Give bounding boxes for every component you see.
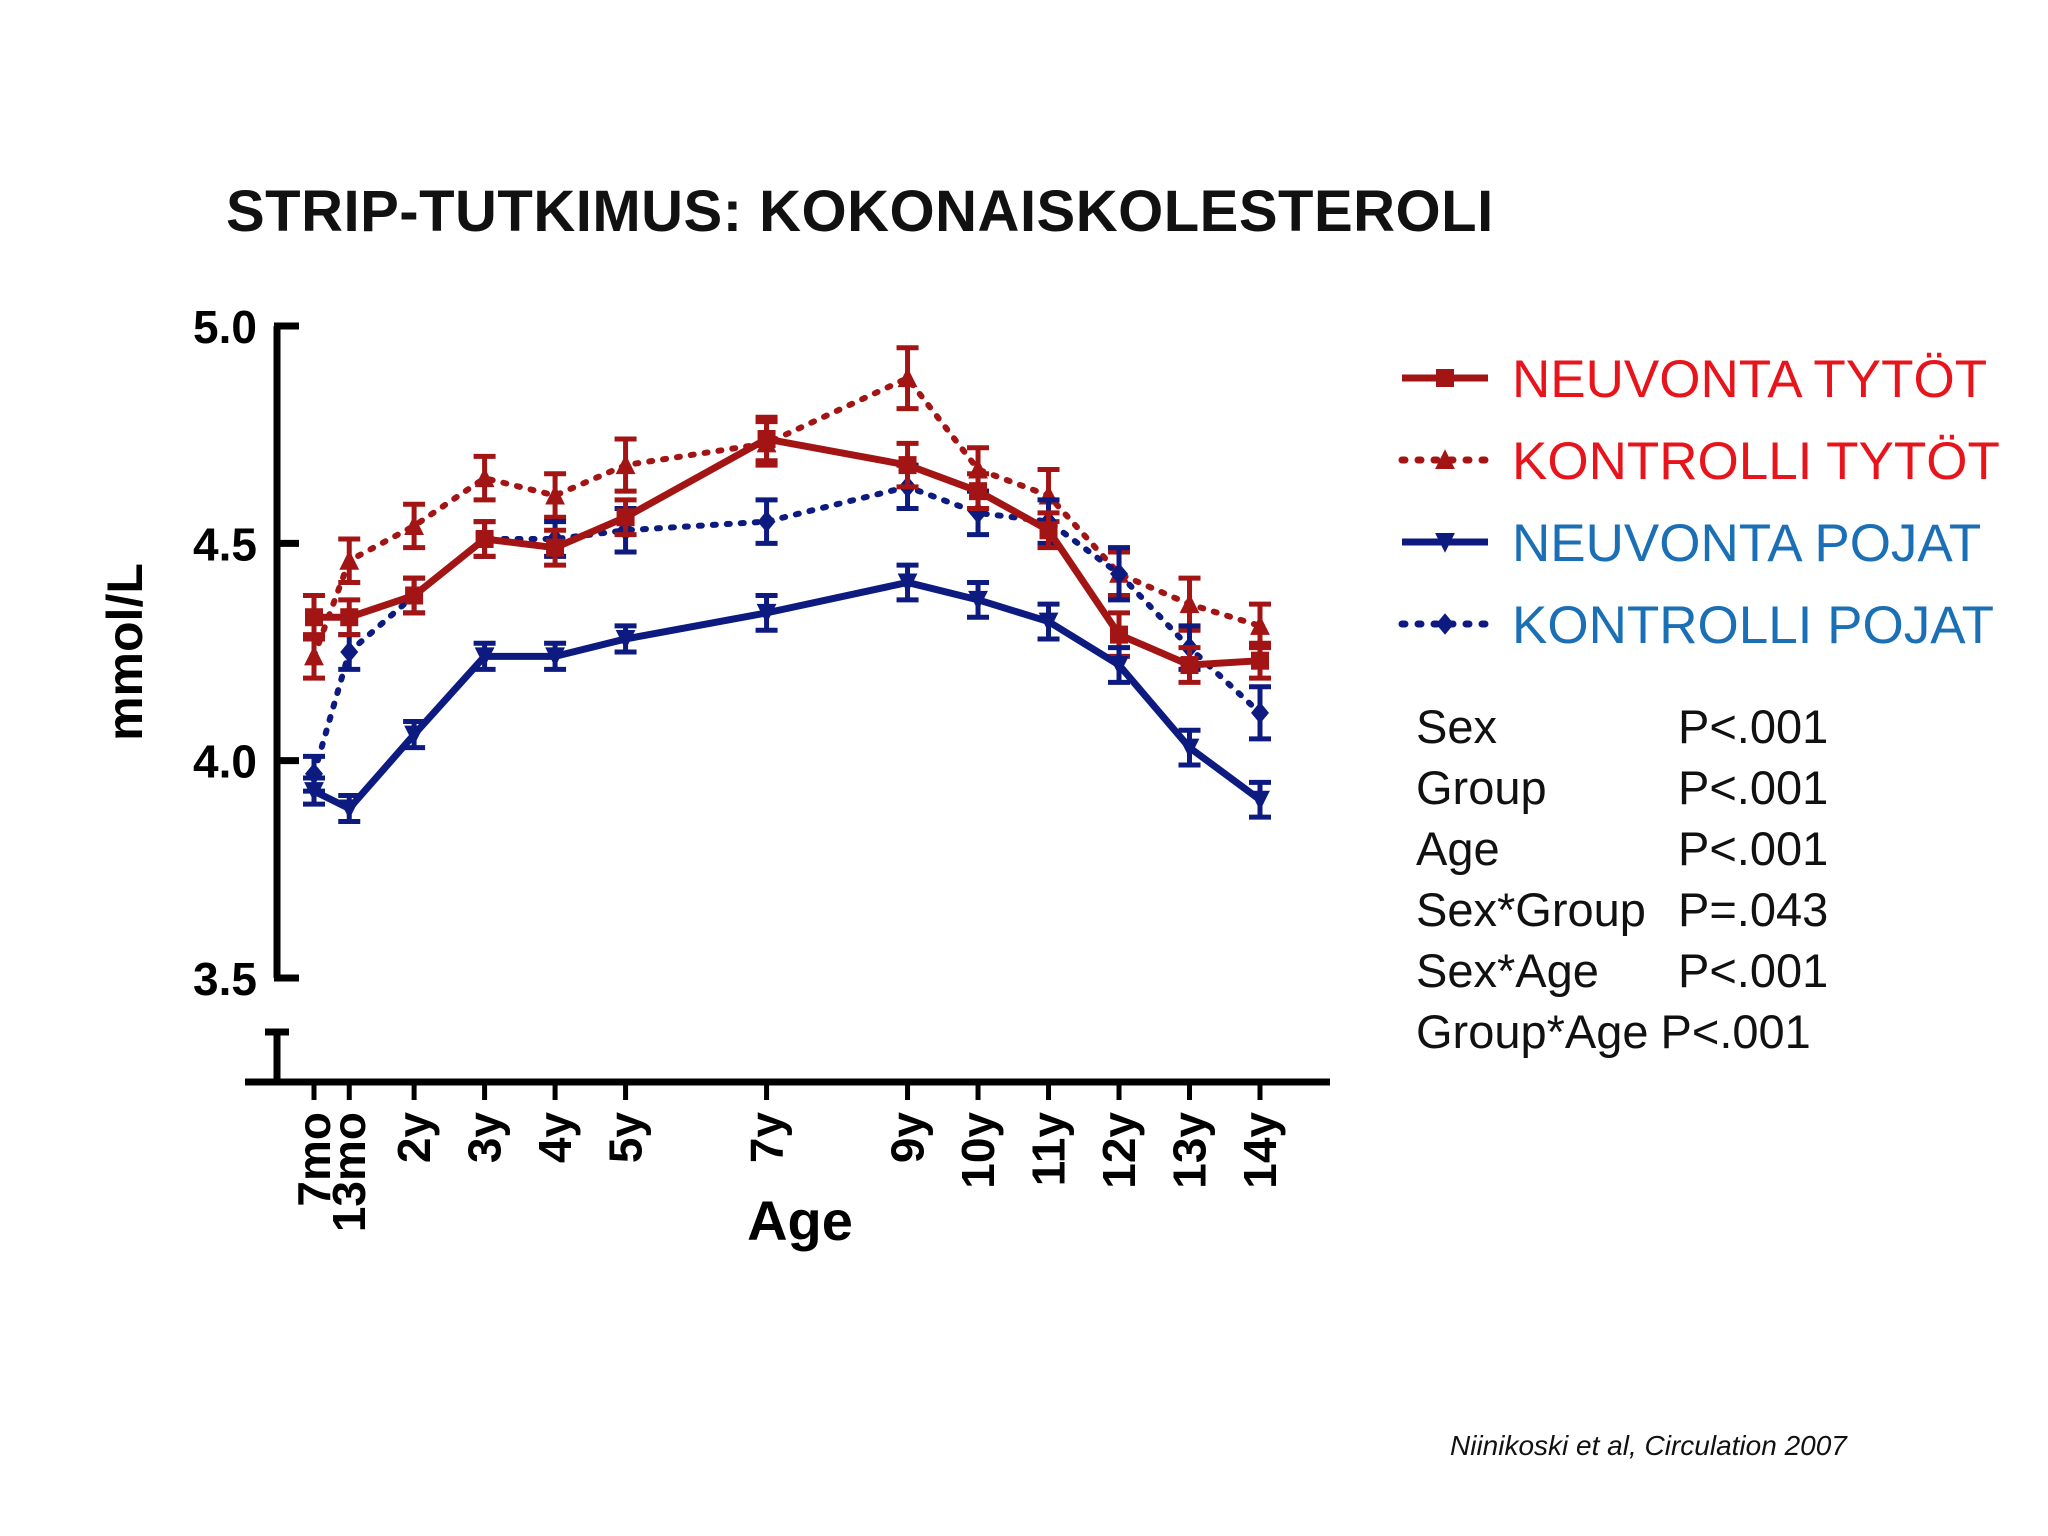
data-point (616, 508, 635, 527)
data-point (474, 467, 495, 488)
stat-row: Group P<.001 (1416, 757, 1828, 818)
data-point (615, 629, 636, 650)
legend-marker (1435, 533, 1455, 553)
data-point (1250, 790, 1270, 811)
data-point (1179, 593, 1200, 614)
x-tick-label: 11y (1023, 1112, 1075, 1187)
stat-p: P<.001 (1678, 700, 1829, 753)
stat-row: Sex*Age P<.001 (1416, 940, 1828, 1001)
data-point (404, 515, 424, 535)
x-tick-label: 4y (529, 1112, 581, 1164)
data-point (305, 608, 323, 627)
data-point (545, 484, 565, 505)
stat-p: P<.001 (1678, 822, 1829, 875)
stat-name: Group*Age (1416, 1005, 1649, 1058)
stat-name: Sex*Age (1416, 944, 1599, 997)
stat-name: Sex*Group (1416, 883, 1646, 936)
data-point (1039, 521, 1058, 540)
stat-row: Group*Age P<.001 (1416, 1001, 1828, 1062)
legend-label: NEUVONTA TYTÖT (1512, 350, 1987, 409)
legend-marker (1436, 613, 1454, 635)
x-tick-label: 13mo (323, 1112, 375, 1232)
data-point (1110, 625, 1129, 644)
x-tick-label: 12y (1093, 1112, 1145, 1189)
data-point (1250, 615, 1270, 635)
y-tick-label: 3.5 (193, 953, 257, 1005)
x-tick-label: 7mo (288, 1112, 340, 1207)
data-point (405, 586, 424, 605)
stat-p: P<.001 (1678, 761, 1829, 814)
y-axis-title: mmol/L (97, 563, 153, 741)
data-point (969, 482, 988, 501)
x-tick-label: 2y (388, 1112, 440, 1164)
data-point (968, 590, 988, 611)
data-point (340, 608, 359, 627)
series-2 (303, 562, 1271, 825)
x-tick-label: 14y (1234, 1112, 1286, 1189)
data-point (545, 647, 565, 668)
stat-name: Group (1416, 761, 1547, 814)
y-tick-label: 5.0 (193, 301, 257, 353)
legend-label: NEUVONTA POJAT (1512, 514, 1981, 573)
stat-name: Sex (1416, 700, 1497, 753)
data-point (339, 549, 360, 570)
data-point (898, 456, 917, 475)
data-point (757, 510, 776, 533)
x-tick-label: 7y (741, 1112, 793, 1164)
stat-p: P<.001 (1678, 944, 1829, 997)
stat-name: Age (1416, 822, 1500, 875)
data-point (304, 782, 324, 802)
chart-legend: NEUVONTA TYTÖT KONTROLLI TYTÖT NEUVONTA PO… (1398, 350, 2000, 655)
series-0 (303, 414, 1271, 685)
data-point (1179, 738, 1200, 759)
y-tick-label: 4.5 (193, 518, 257, 570)
data-point (474, 647, 495, 668)
data-point (404, 725, 424, 746)
data-point (1110, 562, 1129, 585)
y-tick-label: 4.0 (193, 736, 257, 788)
data-point (305, 762, 323, 785)
data-point (1038, 612, 1059, 633)
x-axis-title: Age (747, 1189, 853, 1252)
data-point (756, 603, 777, 624)
data-point (475, 529, 494, 548)
stat-row: Sex P<.001 (1416, 696, 1828, 757)
legend-marker (1435, 449, 1455, 469)
statistics-table: Sex P<.001 Group P<.001 Age P<.001 Sex*Grou… (1416, 696, 1828, 1062)
data-point (1180, 656, 1199, 675)
stat-p: P<.001 (1660, 1005, 1811, 1058)
data-point (1109, 656, 1129, 676)
x-tick-label: 5y (600, 1112, 652, 1164)
x-tick-label: 9y (882, 1112, 934, 1164)
x-tick-label: 3y (459, 1112, 511, 1164)
x-tick-label: 13y (1164, 1112, 1216, 1189)
x-tick-label: 10y (952, 1112, 1004, 1189)
data-point (1251, 651, 1269, 670)
data-point (897, 573, 918, 594)
data-point (897, 367, 918, 388)
data-point (339, 799, 360, 820)
citation: Niinikoski et al, Circulation 2007 (1450, 1430, 1847, 1461)
data-point (1251, 702, 1269, 724)
data-point (340, 641, 359, 663)
legend-label: KONTROLLI TYTÖT (1512, 432, 2000, 491)
stat-row: Age P<.001 (1416, 818, 1828, 879)
data-point (546, 538, 565, 557)
stat-row: Sex*Group P=.043 (1416, 879, 1828, 940)
legend-label: KONTROLLI POJAT (1512, 596, 1994, 655)
legend-marker (1436, 369, 1454, 387)
slide-title: STRIP-TUTKIMUS: KOKONAISKOLESTEROLI (226, 179, 1494, 244)
data-point (615, 454, 636, 475)
data-point (304, 645, 324, 666)
data-point (757, 430, 776, 449)
stat-p: P=.043 (1678, 883, 1829, 936)
series-layer (303, 345, 1271, 825)
data-point (969, 502, 988, 524)
